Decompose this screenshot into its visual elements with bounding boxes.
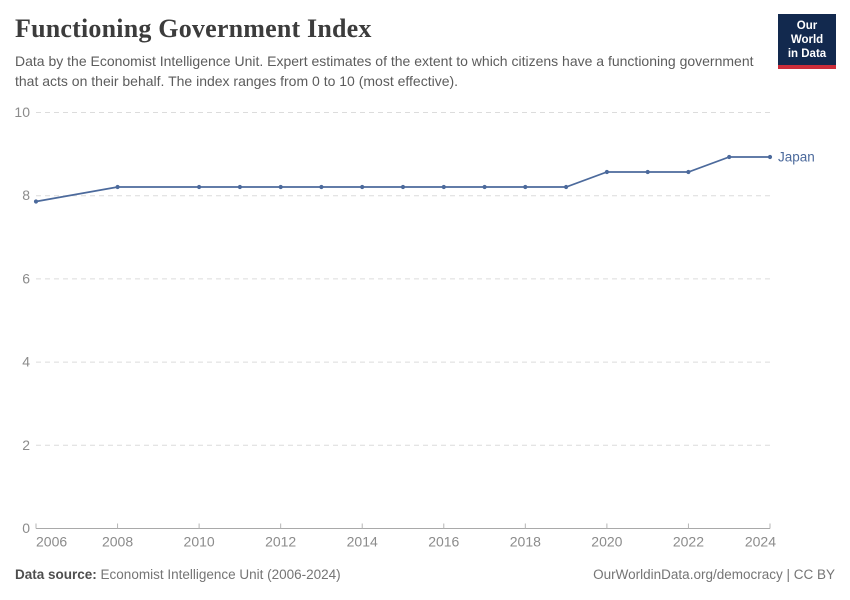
chart-subtitle: Data by the Economist Intelligence Unit.…	[15, 53, 754, 90]
y-tick-label: 4	[22, 354, 30, 370]
data-point[interactable]	[237, 184, 242, 190]
data-point[interactable]	[197, 184, 202, 190]
y-gridlines: 0 2 4 6 8 10	[14, 104, 770, 536]
data-point[interactable]	[727, 154, 732, 160]
x-tick-label: 2008	[102, 534, 133, 550]
x-tick-label: 2014	[347, 534, 378, 550]
line-chart[interactable]: 0 2 4 6 8 10 2006 2008 2010 2012 2014 2016 2018 2020 2…	[0, 95, 850, 555]
y-tick-label: 6	[22, 270, 30, 286]
y-tick-label: 10	[14, 104, 30, 120]
data-point[interactable]	[360, 184, 365, 190]
data-source: Data source: Economist Intelligence Unit…	[15, 567, 341, 582]
data-point[interactable]	[319, 184, 324, 190]
data-point[interactable]	[604, 169, 610, 175]
owid-logo-line1: Our World	[790, 20, 824, 47]
y-tick-label: 8	[22, 187, 30, 203]
chart-footer: Data source: Economist Intelligence Unit…	[15, 567, 835, 582]
x-tick-label: 2020	[591, 534, 622, 550]
series-japan[interactable]: Japan	[33, 150, 815, 204]
x-tick-label: 2012	[265, 534, 296, 550]
data-point[interactable]	[523, 184, 528, 190]
data-point[interactable]	[278, 184, 283, 190]
data-point[interactable]	[33, 199, 39, 204]
series-label-japan[interactable]: Japan	[778, 150, 815, 165]
y-tick-label: 2	[22, 437, 30, 453]
data-point[interactable]	[645, 169, 650, 175]
data-source-value: Economist Intelligence Unit (2006-2024)	[100, 567, 341, 582]
owid-logo: Our World in Data	[778, 14, 836, 70]
x-tick-label: 2024	[745, 534, 776, 550]
data-point[interactable]	[686, 169, 691, 175]
x-tick-label: 2006	[36, 534, 67, 550]
data-point[interactable]	[400, 184, 406, 190]
attribution-link[interactable]: OurWorldinData.org/democracy | CC BY	[593, 567, 835, 582]
page-title: Functioning Government Index	[15, 14, 372, 43]
x-tick-label: 2022	[673, 534, 704, 550]
y-tick-label: 0	[22, 520, 30, 536]
x-tick-label: 2018	[510, 534, 541, 550]
japan-line[interactable]	[35, 156, 770, 203]
owid-logo-line2: in Data	[787, 48, 827, 61]
x-tick-label: 2016	[428, 534, 459, 550]
data-source-label: Data source:	[15, 567, 97, 582]
x-axis: 2006 2008 2010 2012 2014 2016 2018 2020 2022 2024	[35, 523, 776, 550]
data-point[interactable]	[482, 184, 487, 190]
data-point[interactable]	[767, 154, 773, 160]
data-point[interactable]	[564, 184, 569, 190]
x-tick-label: 2010	[184, 534, 215, 550]
data-point[interactable]	[115, 184, 120, 190]
data-point[interactable]	[441, 184, 446, 190]
